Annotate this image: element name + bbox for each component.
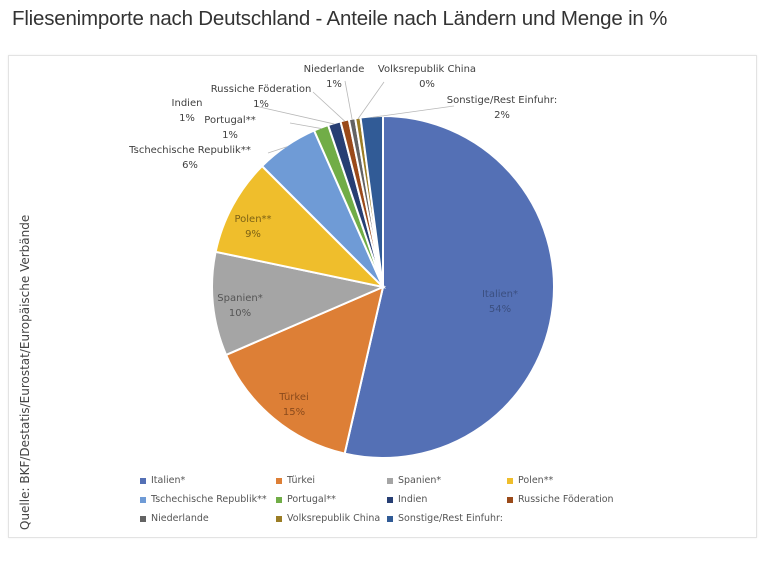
data-label-name-polen: Polen** xyxy=(234,214,271,225)
data-label-name-russiche-föderation: Russiche Föderation xyxy=(211,84,312,95)
data-label-name-tschechische-republik: Tschechische Republik** xyxy=(128,145,251,156)
legend-item-indien: Indien xyxy=(387,494,427,505)
data-label-value-portugal: 1% xyxy=(222,130,238,141)
legend-swatch-icon xyxy=(387,515,393,522)
legend-swatch-icon xyxy=(387,477,393,484)
legend-item-polen: Polen** xyxy=(507,475,553,486)
data-label-value-tschechische-republik: 6% xyxy=(182,160,198,171)
legend-swatch-icon xyxy=(507,477,513,484)
leader-line-tschechische-republik xyxy=(267,146,288,154)
legend-label: Indien xyxy=(398,494,428,505)
data-label-name-spanien: Spanien* xyxy=(217,293,262,304)
legend-item-volksrepublik-china: Volksrepublik China xyxy=(276,513,380,524)
page-title: Fliesenimporte nach Deutschland - Anteil… xyxy=(12,7,668,30)
legend-item-spanien: Spanien* xyxy=(387,475,441,486)
legend-label: Russiche Föderation xyxy=(518,494,614,505)
data-label-value-türkei: 15% xyxy=(283,407,305,418)
leader-line-sonstige-rest-einfuhr xyxy=(371,105,455,118)
legend-label: Polen** xyxy=(518,475,554,486)
data-label-name-italien: Italien* xyxy=(482,289,518,300)
legend-item-russiche-föderation: Russiche Föderation xyxy=(507,494,614,505)
legend-item-sonstige-rest-einfuhr: Sonstige/Rest Einfuhr: xyxy=(387,513,503,524)
data-label-name-türkei: Türkei xyxy=(278,392,309,403)
leader-line-indien xyxy=(254,105,335,125)
leader-line-volksrepublik-china xyxy=(357,81,385,120)
legend-label: Portugal** xyxy=(287,494,336,505)
data-label-value-spanien: 10% xyxy=(229,308,251,319)
pie-slice-türkei xyxy=(224,285,385,455)
legend-label: Spanien* xyxy=(398,475,442,486)
pie-slices xyxy=(211,114,555,459)
leader-line-russiche-föderation xyxy=(312,91,346,122)
legend-swatch-icon xyxy=(276,515,282,522)
legend-item-türkei: Türkei xyxy=(276,475,315,486)
legend-swatch-icon xyxy=(140,477,146,484)
legend-swatch-icon xyxy=(140,496,146,503)
legend-label: Türkei xyxy=(287,475,316,486)
data-label-value-italien: 54% xyxy=(489,304,511,315)
data-label-value-indien: 1% xyxy=(179,113,195,124)
data-label-name-volksrepublik-china: Volksrepublik China xyxy=(378,64,476,75)
pie-slice-italien xyxy=(343,114,555,459)
legend-item-tschechische-republik: Tschechische Republik** xyxy=(140,494,267,505)
legend-label: Italien* xyxy=(151,475,186,486)
leader-line-niederlande xyxy=(344,80,353,120)
data-label-value-polen: 9% xyxy=(245,229,261,240)
legend-item-italien: Italien* xyxy=(140,475,185,486)
data-label-name-portugal: Portugal** xyxy=(204,115,255,126)
leader-line-portugal xyxy=(289,122,322,129)
legend-swatch-icon xyxy=(276,496,282,503)
data-label-name-sonstige-rest-einfuhr: Sonstige/Rest Einfuhr: xyxy=(447,95,557,106)
data-label-value-niederlande: 1% xyxy=(326,79,342,90)
legend-label: Niederlande xyxy=(151,513,209,524)
legend-label: Sonstige/Rest Einfuhr: xyxy=(398,513,503,524)
legend-item-niederlande: Niederlande xyxy=(140,513,209,524)
legend-swatch-icon xyxy=(507,496,513,503)
legend-swatch-icon xyxy=(387,496,393,503)
pie-slice-spanien xyxy=(211,250,387,357)
legend-swatch-icon xyxy=(140,515,146,522)
pie-slice-polen xyxy=(214,164,387,289)
legend-label: Tschechische Republik** xyxy=(151,494,267,505)
leader-lines xyxy=(254,80,455,154)
data-label-name-niederlande: Niederlande xyxy=(304,64,365,75)
data-label-value-volksrepublik-china: 0% xyxy=(419,79,435,90)
legend-label: Volksrepublik China xyxy=(287,513,381,524)
legend-item-portugal: Portugal** xyxy=(276,494,336,505)
data-label-name-indien: Indien xyxy=(172,98,203,109)
legend-swatch-icon xyxy=(276,477,282,484)
data-label-value-sonstige-rest-einfuhr: 2% xyxy=(494,110,510,121)
data-labels: Italien* 54% Türkei 15% Spanien* 10% Polen** 9%… xyxy=(128,64,557,418)
data-label-value-russiche-föderation: 1% xyxy=(253,99,269,110)
